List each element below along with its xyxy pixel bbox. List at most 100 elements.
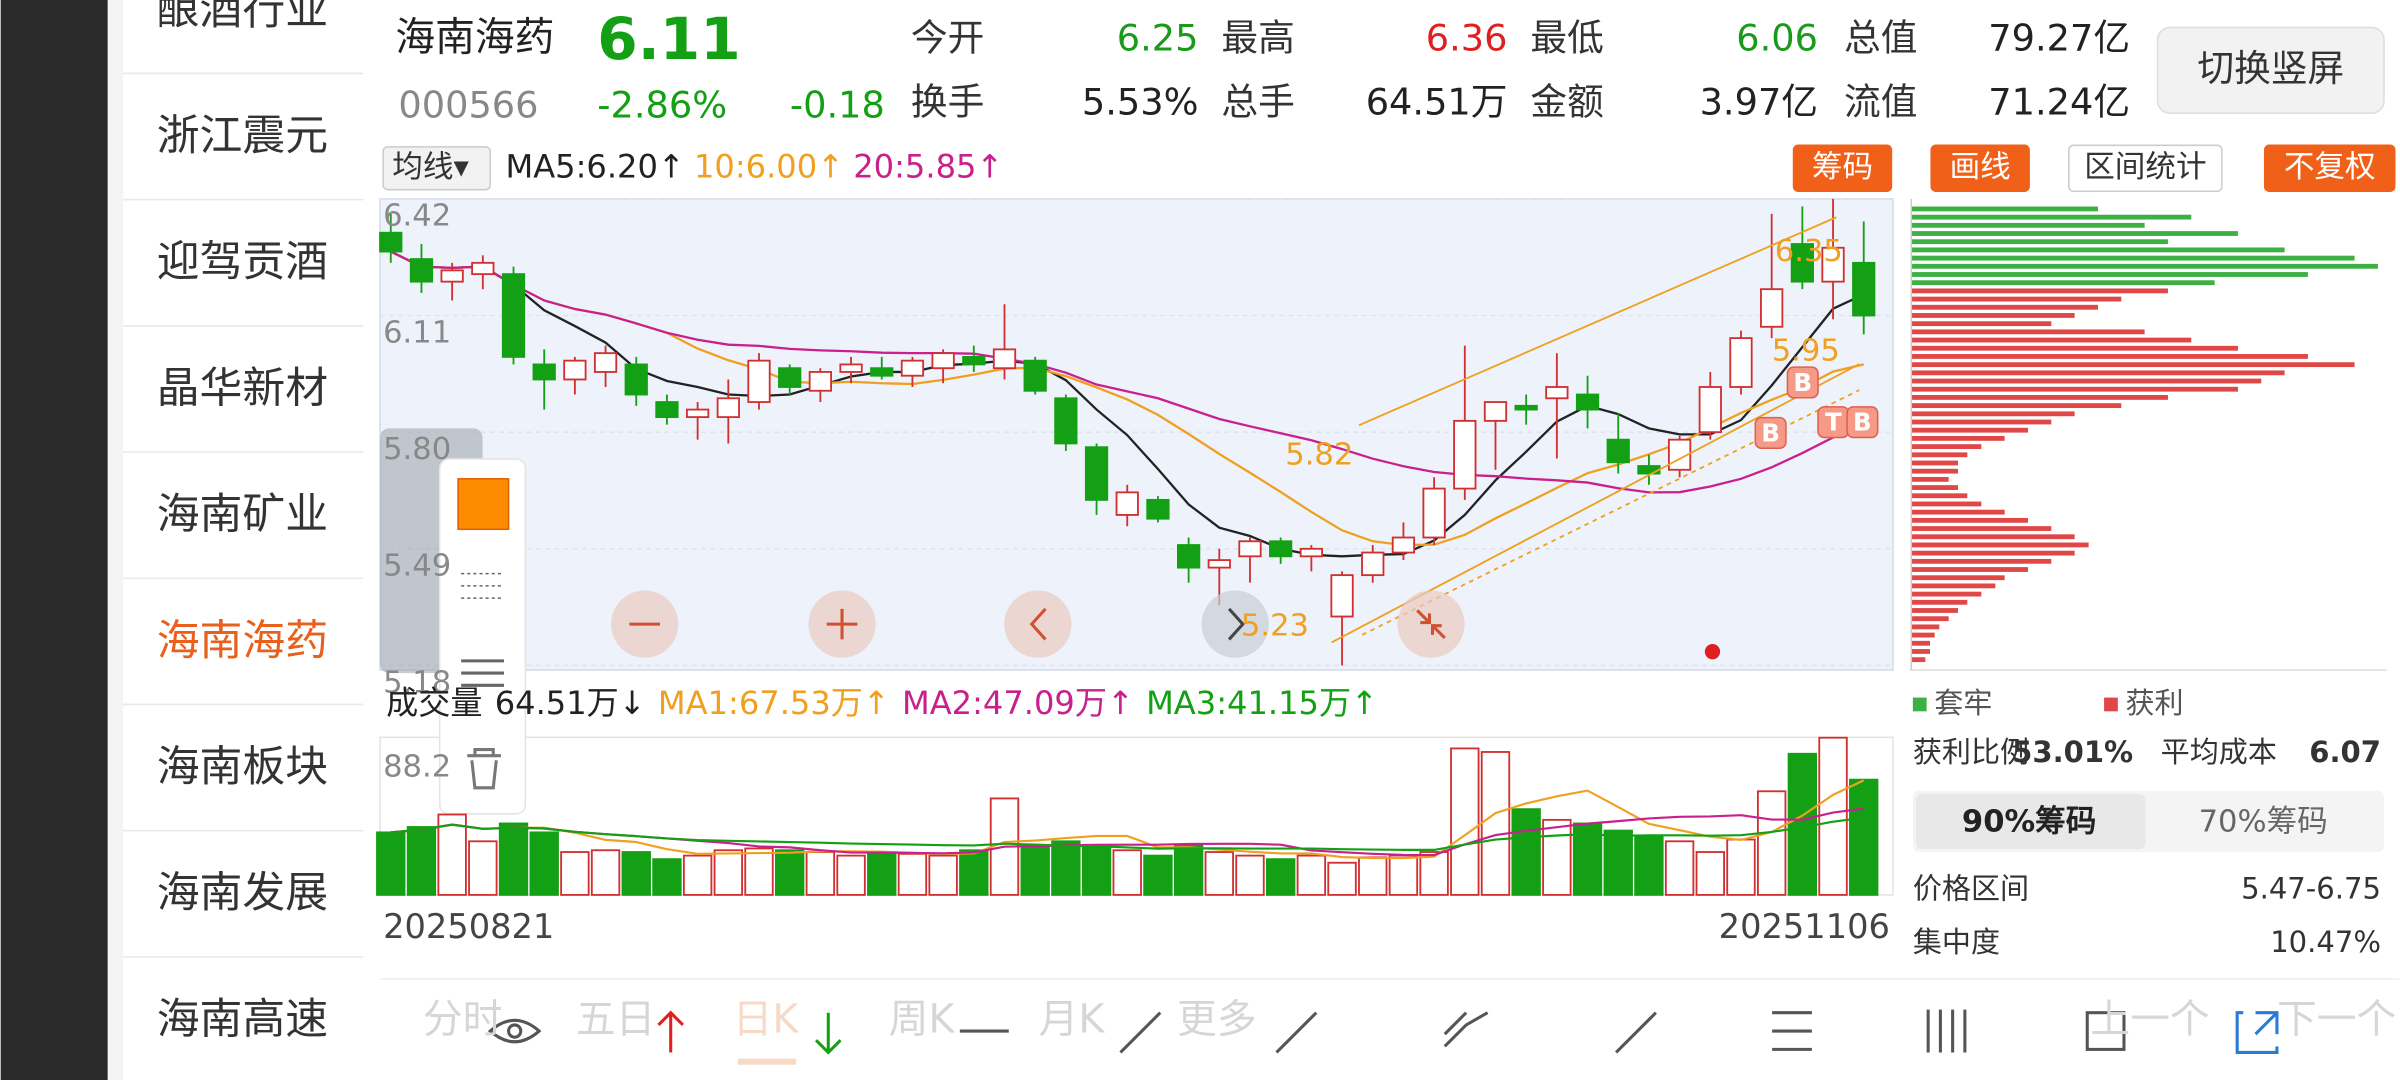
up-icon[interactable] [657, 1010, 685, 1053]
eye-icon[interactable] [487, 1018, 542, 1044]
ray-icon[interactable] [1275, 1011, 1318, 1054]
delete[interactable] [467, 748, 501, 790]
volume-value: MA3:41.15万↑ [1146, 684, 1378, 722]
volume-value: MA2:47.09万↑ [902, 684, 1134, 722]
chip-bar [1911, 313, 2075, 318]
chip-bar [1911, 542, 2089, 548]
bottom-tab[interactable]: 周K [889, 996, 956, 1042]
volume-bar [376, 831, 406, 896]
chip-bar [1911, 395, 2168, 400]
volume-bar [682, 854, 713, 896]
chip-bar [1911, 419, 2052, 425]
chip-bar [1911, 231, 2238, 236]
orient-label[interactable]: 切换竖屏 [2197, 47, 2344, 90]
kline-area [379, 198, 1894, 671]
chip-bar [1911, 255, 2355, 261]
cycle-icon[interactable] [1926, 1009, 1967, 1053]
line-width[interactable] [461, 659, 504, 687]
bottom-tab[interactable]: 月K [1039, 996, 1106, 1042]
candle-body [839, 363, 863, 373]
trade-marker [1754, 416, 1787, 449]
line-icon[interactable] [1615, 1011, 1657, 1054]
chip-tab-active[interactable] [1915, 793, 2146, 850]
tool-button[interactable] [2263, 144, 2396, 192]
trade-marker [1786, 366, 1819, 399]
chip-tab[interactable]: 90%筹码 [1962, 805, 2096, 840]
volume-bar [1634, 835, 1664, 896]
nav-button[interactable]: 下一个 [2277, 996, 2396, 1042]
candle-body [1023, 359, 1047, 392]
candle-body [931, 352, 955, 370]
candle-body [1422, 487, 1446, 539]
chip-bar [1911, 321, 2052, 327]
down-icon[interactable] [814, 1012, 842, 1055]
channel-icon[interactable] [1443, 1011, 1489, 1048]
bottom-tab[interactable]: 五日 [576, 996, 656, 1042]
collapse[interactable] [1397, 590, 1465, 658]
bottom-tab[interactable]: 分时 [423, 996, 503, 1042]
bottom-tab[interactable]: 更多 [1177, 996, 1257, 1042]
volume-bar [1664, 840, 1695, 896]
tool-button[interactable] [1792, 144, 1893, 192]
chip-bar [1911, 288, 2168, 294]
icon [826, 608, 858, 640]
nav-button[interactable]: 上一个 [2090, 996, 2209, 1042]
chip-bar [1911, 526, 2052, 531]
volume-bar [1542, 818, 1572, 896]
candle-body [1299, 547, 1323, 558]
volume-bar [1511, 808, 1541, 896]
sidebar-item[interactable]: 酿酒行业 [157, 0, 328, 35]
kline-layer [379, 198, 1893, 667]
volume-bar [1419, 851, 1449, 896]
scroll-left[interactable] [1004, 590, 1072, 658]
stat-value: 53.01% [2012, 735, 2133, 769]
quote-value: 5.53% [1082, 81, 1199, 124]
scroll-right[interactable] [1201, 590, 1269, 658]
chip-bar [1911, 567, 2028, 572]
candle-body [747, 359, 771, 403]
color-swatch[interactable] [457, 478, 510, 531]
sidebar-item[interactable]: 海南发展 [157, 868, 328, 918]
volume-bar [590, 849, 621, 896]
rect-icon[interactable] [2085, 1011, 2126, 1051]
chip-bar [1911, 239, 2168, 245]
bottom-tab[interactable]: 日K [733, 996, 800, 1042]
fib-icon[interactable] [1772, 1011, 1812, 1051]
tool-button[interactable] [2068, 144, 2223, 192]
orient-button[interactable] [2156, 26, 2385, 114]
share-icon[interactable] [2235, 1011, 2279, 1054]
chip-bar [1911, 337, 2192, 343]
volume-bar [1358, 856, 1388, 896]
sidebar-item[interactable]: 迎驾贡酒 [157, 237, 328, 287]
y-tick-label: 6.42 [383, 199, 451, 234]
candle-body [409, 258, 434, 283]
chip-bar [1911, 206, 2098, 212]
chip-bar [1911, 476, 1949, 482]
sidebar-item[interactable]: 海南板块 [157, 742, 328, 792]
chip-bar [1911, 386, 2238, 392]
volume-bar [529, 831, 559, 896]
sidebar-item[interactable]: 海南高速 [157, 994, 328, 1044]
candle-body [1176, 544, 1201, 569]
trade-marker-label: B [1793, 368, 1812, 397]
candle-body [624, 363, 648, 396]
volume-bar [406, 826, 437, 896]
volume-bar [652, 858, 682, 896]
sidebar-item[interactable]: 海南矿业 [157, 490, 328, 540]
volume-bar [560, 851, 590, 896]
volume-bar [1143, 854, 1173, 896]
sidebar-item[interactable]: 浙江震元 [157, 111, 328, 161]
sidebar-item[interactable]: 晶华新材 [157, 363, 328, 413]
quote-label: 金额 [1530, 81, 1603, 124]
chip-tab[interactable]: 70%筹码 [2199, 805, 2328, 840]
ma-selector-box[interactable] [382, 146, 491, 191]
chip-bar [1911, 657, 1926, 663]
line-style[interactable] [461, 572, 504, 599]
legend-label: 获利 [2125, 686, 2183, 720]
volume-ma-line [390, 779, 1865, 860]
tool-button[interactable] [1930, 144, 2030, 192]
seg-icon[interactable] [1119, 1011, 1162, 1054]
sidebar-item[interactable]: 海南海药 [157, 616, 328, 666]
candle-body [1575, 393, 1600, 411]
